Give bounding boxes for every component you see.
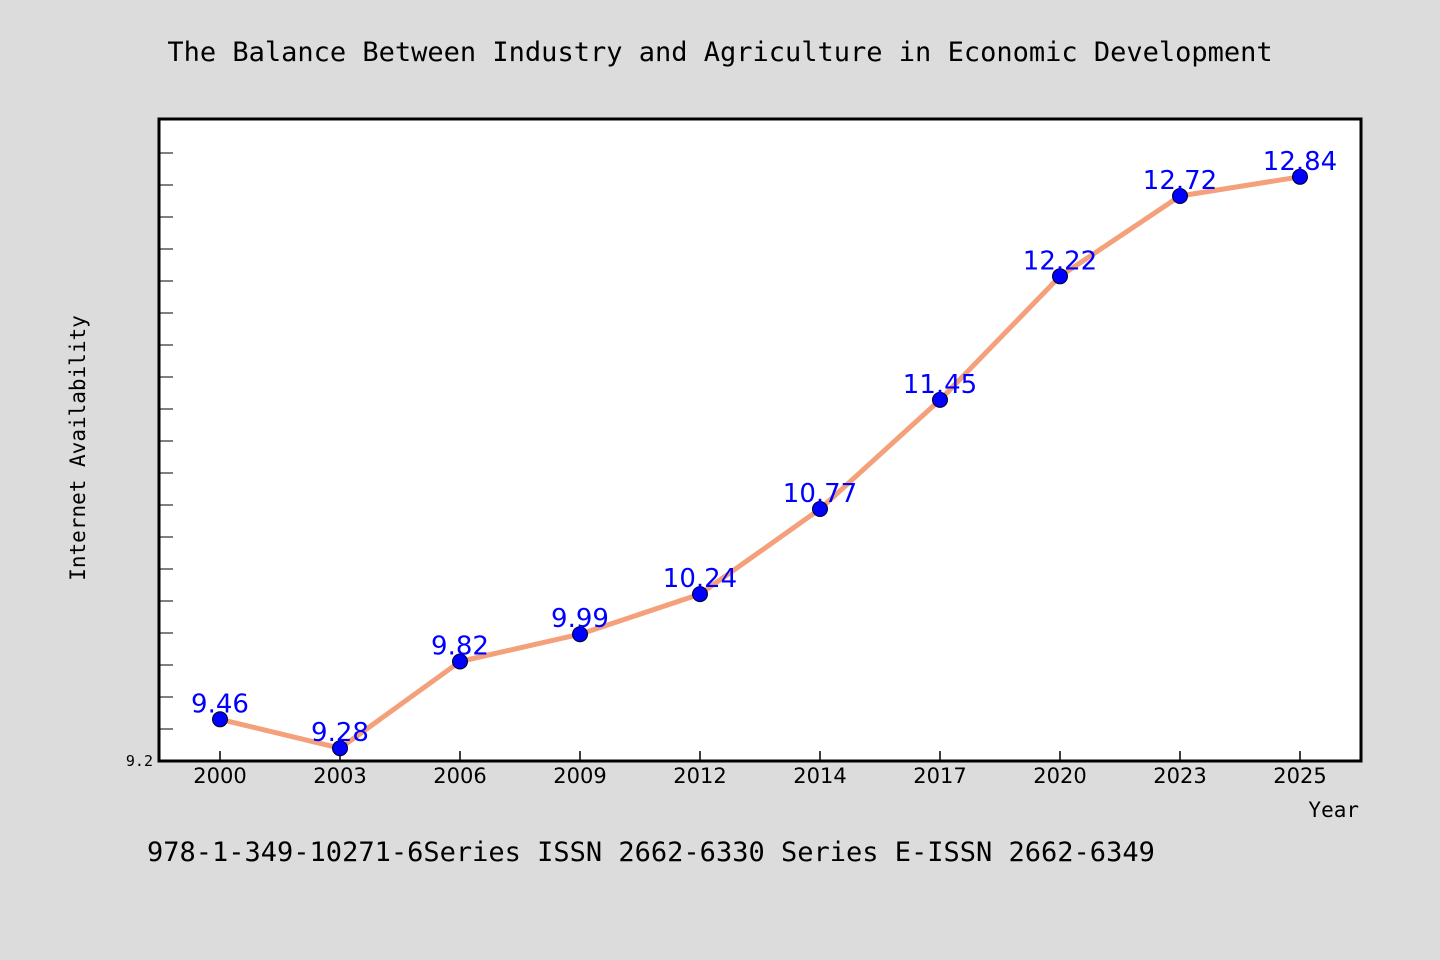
x-tick-label: 2020 [1033, 764, 1086, 788]
data-label: 10.77 [783, 479, 857, 509]
x-tick-label: 2006 [433, 764, 486, 788]
y-tick-label: 9.2 [126, 752, 153, 770]
data-point [572, 626, 588, 643]
data-point [452, 653, 468, 670]
markers-group [212, 168, 1308, 757]
data-label: 12.84 [1263, 147, 1337, 177]
data-point [212, 711, 228, 728]
x-axis-ticks: 2000 2003 2006 2009 2012 2014 2017 2020 2023 2025 [193, 751, 1327, 788]
data-label: 12.22 [1023, 246, 1097, 276]
data-point [332, 740, 348, 757]
data-point [1292, 168, 1308, 185]
plot-area [157, 117, 1363, 763]
data-point [812, 501, 828, 517]
data-label: 9.82 [431, 632, 489, 662]
data-label: 11.45 [903, 370, 977, 400]
data-label: 12.72 [1143, 166, 1217, 196]
data-point [1172, 188, 1188, 204]
data-labels-group: 9.46 9.28 9.82 9.99 10.24 10.77 11.45 12.22 12.7… [191, 147, 1337, 748]
y-axis-ticks [159, 152, 173, 762]
x-tick-label: 2003 [313, 764, 366, 788]
x-axis-label: Year [1308, 798, 1359, 822]
series-group [217, 174, 1303, 751]
series-line [217, 174, 1303, 751]
x-tick-label: 2025 [1273, 764, 1326, 788]
data-point [692, 586, 708, 603]
data-label: 9.99 [551, 604, 609, 634]
chart-title: The Balance Between Industry and Agricul… [167, 37, 1272, 68]
data-point [932, 391, 948, 408]
x-tick-label: 2012 [673, 764, 726, 788]
data-point [1052, 268, 1068, 285]
x-tick-label: 2000 [193, 764, 246, 788]
x-tick-label: 2009 [553, 764, 606, 788]
data-label: 10.24 [663, 564, 737, 594]
data-label: 9.28 [311, 718, 369, 748]
data-label: 9.46 [191, 689, 249, 719]
x-tick-label: 2017 [913, 764, 966, 788]
y-axis-label: Internet Availability [66, 315, 90, 581]
x-tick-label: 2014 [793, 764, 846, 788]
footer-isbn-issn: 978-1-349-10271-6Series ISSN 2662-6330 S… [147, 837, 1155, 868]
x-tick-label: 2023 [1153, 764, 1206, 788]
